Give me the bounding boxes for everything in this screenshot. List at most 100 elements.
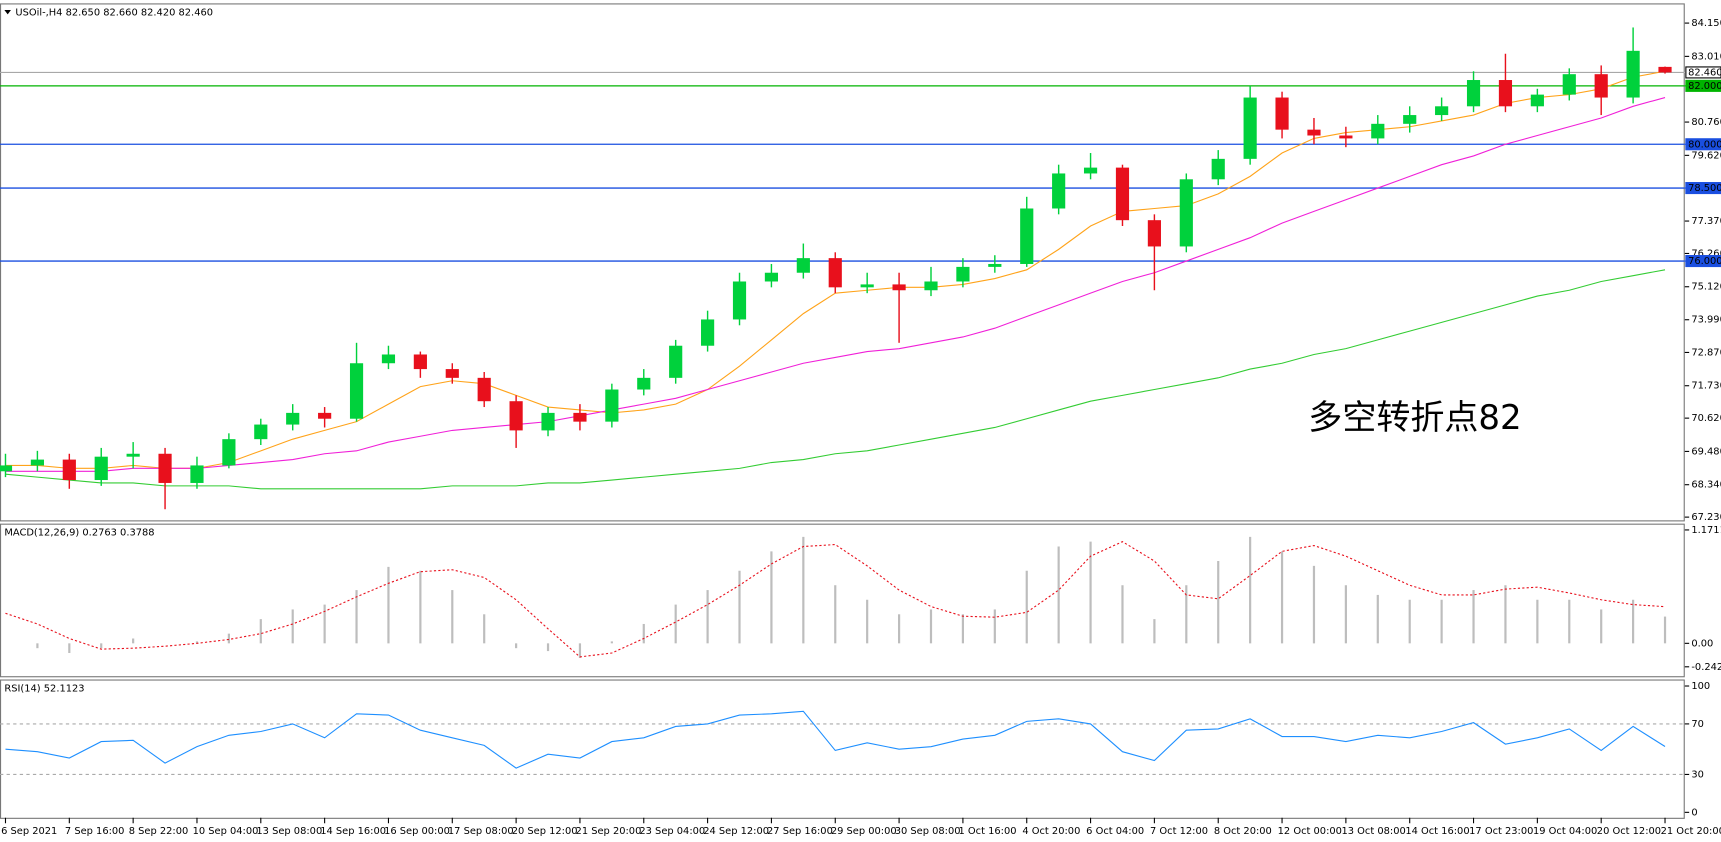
y-tick-label: 75.120 — [1691, 282, 1721, 293]
y-tick-label: 71.730 — [1691, 381, 1721, 392]
indicator-value: 0.3788 — [120, 527, 155, 538]
candle-body — [1339, 135, 1353, 139]
candle-body — [541, 412, 555, 431]
y-tick-label: 84.150 — [1691, 18, 1721, 29]
x-tick-label: 21 Sep 20:00 — [576, 826, 642, 837]
header-value: 82.420 — [141, 8, 176, 19]
y-tick-label: 72.870 — [1691, 347, 1721, 358]
moving-average — [5, 97, 1666, 472]
x-tick-label: 6 Oct 04:00 — [1086, 826, 1144, 837]
x-tick-label: 14 Sep 16:00 — [320, 826, 386, 837]
candle-body — [1243, 97, 1257, 159]
macd-panel-frame — [0, 523, 1685, 678]
candle-body — [413, 354, 427, 370]
candle-body — [1562, 74, 1576, 95]
y-tick-label: 69.480 — [1691, 446, 1721, 457]
x-tick-label: 23 Sep 04:00 — [639, 826, 705, 837]
x-tick-label: 7 Sep 16:00 — [65, 826, 125, 837]
x-tick-label: 20 Oct 12:00 — [1597, 826, 1661, 837]
y-tick-label: 80.760 — [1691, 117, 1721, 128]
candle-body — [1179, 179, 1193, 247]
annotation: 多空转折点82 — [1308, 398, 1521, 438]
x-tick-label: 13 Sep 08:00 — [256, 826, 322, 837]
candle-body — [860, 284, 874, 288]
candle-body — [0, 465, 13, 472]
candle-body — [1594, 74, 1608, 98]
candle-body — [1466, 80, 1481, 107]
x-tick-label: 29 Sep 00:00 — [831, 826, 897, 837]
x-tick-label: 8 Oct 20:00 — [1214, 826, 1272, 837]
candle-body — [669, 345, 683, 378]
y-tick-label: 70 — [1691, 719, 1704, 730]
candle-body — [828, 258, 842, 288]
indicator-value: 0.2763 — [82, 527, 117, 538]
y-tick-label: 73.990 — [1691, 315, 1721, 326]
y-tick-label: 0 — [1691, 807, 1697, 818]
price-label-box — [1685, 255, 1721, 268]
candle-body — [190, 465, 204, 483]
candle-body — [1275, 97, 1289, 130]
candle-body — [1052, 173, 1066, 209]
x-tick-label: 7 Oct 12:00 — [1150, 826, 1208, 837]
x-tick-label: 17 Sep 08:00 — [448, 826, 514, 837]
moving-average — [5, 269, 1666, 490]
y-tick-label: 70.620 — [1691, 413, 1721, 424]
y-tick-label: 67.230 — [1691, 512, 1721, 523]
x-tick-label: 17 Oct 23:00 — [1469, 826, 1533, 837]
candle-body — [1147, 220, 1161, 247]
candle-body — [924, 281, 938, 291]
candle-body — [1020, 208, 1034, 264]
candle-body — [732, 281, 747, 320]
x-tick-label: 4 Oct 20:00 — [1022, 826, 1080, 837]
candle-body — [637, 377, 651, 390]
candle-body — [573, 412, 587, 422]
price-panel-frame — [0, 3, 1685, 522]
x-tick-label: 19 Oct 04:00 — [1533, 826, 1597, 837]
candle-body — [1307, 129, 1321, 136]
candle-body — [381, 354, 396, 364]
price-label: 78.500 — [1688, 183, 1721, 194]
price-header: USOil-,H4 82.650 82.660 82.420 82.460 — [15, 8, 213, 19]
x-tick-label: 12 Oct 00:00 — [1278, 826, 1342, 837]
indicator-value: 52.1123 — [44, 683, 85, 694]
x-tick-label: 20 Sep 12:00 — [512, 826, 578, 837]
price-label: 80.000 — [1688, 139, 1721, 150]
header-value: 82.460 — [179, 8, 214, 19]
candle-body — [988, 263, 1002, 267]
y-tick-label: 68.340 — [1691, 480, 1721, 491]
x-tick-label: 1 Oct 16:00 — [959, 826, 1017, 837]
x-tick-label: 21 Oct 20:00 — [1661, 826, 1721, 837]
candle-body — [126, 453, 140, 457]
price-label-box — [1685, 182, 1721, 195]
candle-body — [1435, 106, 1449, 116]
x-tick-label: 14 Oct 16:00 — [1405, 826, 1469, 837]
x-tick-label: 10 Sep 04:00 — [193, 826, 259, 837]
rsi-line — [5, 710, 1666, 769]
candle-body — [956, 266, 970, 282]
price-label: 76.000 — [1688, 256, 1721, 267]
candle-body — [701, 319, 715, 346]
candle-body — [445, 369, 459, 378]
candle-body — [286, 412, 300, 425]
y-tick-label: 76.260 — [1691, 248, 1721, 259]
indicator-name: RSI(14) — [4, 683, 40, 694]
candle-body — [62, 459, 76, 481]
macd-header: MACD(12,26,9) 0.2763 0.3788 — [4, 527, 154, 538]
header-value: 82.660 — [103, 8, 138, 19]
rsi-panel-frame — [0, 679, 1685, 819]
y-tick-label: 0.00 — [1691, 638, 1713, 649]
y-tick-label: 100 — [1691, 681, 1710, 692]
rsi-header: RSI(14) 52.1123 — [4, 683, 84, 694]
candle-body — [1658, 66, 1672, 73]
price-label: 82.460 — [1688, 67, 1721, 78]
x-tick-label: 30 Sep 08:00 — [895, 826, 961, 837]
candle-body — [1083, 167, 1098, 174]
candle-body — [318, 412, 332, 419]
candle-body — [796, 258, 810, 273]
y-tick-label: -0.2424 — [1691, 662, 1721, 673]
y-tick-label: 83.010 — [1691, 51, 1721, 62]
candle-body — [1530, 94, 1544, 107]
candle-body — [1211, 158, 1225, 180]
price-label: 82.000 — [1688, 81, 1721, 92]
